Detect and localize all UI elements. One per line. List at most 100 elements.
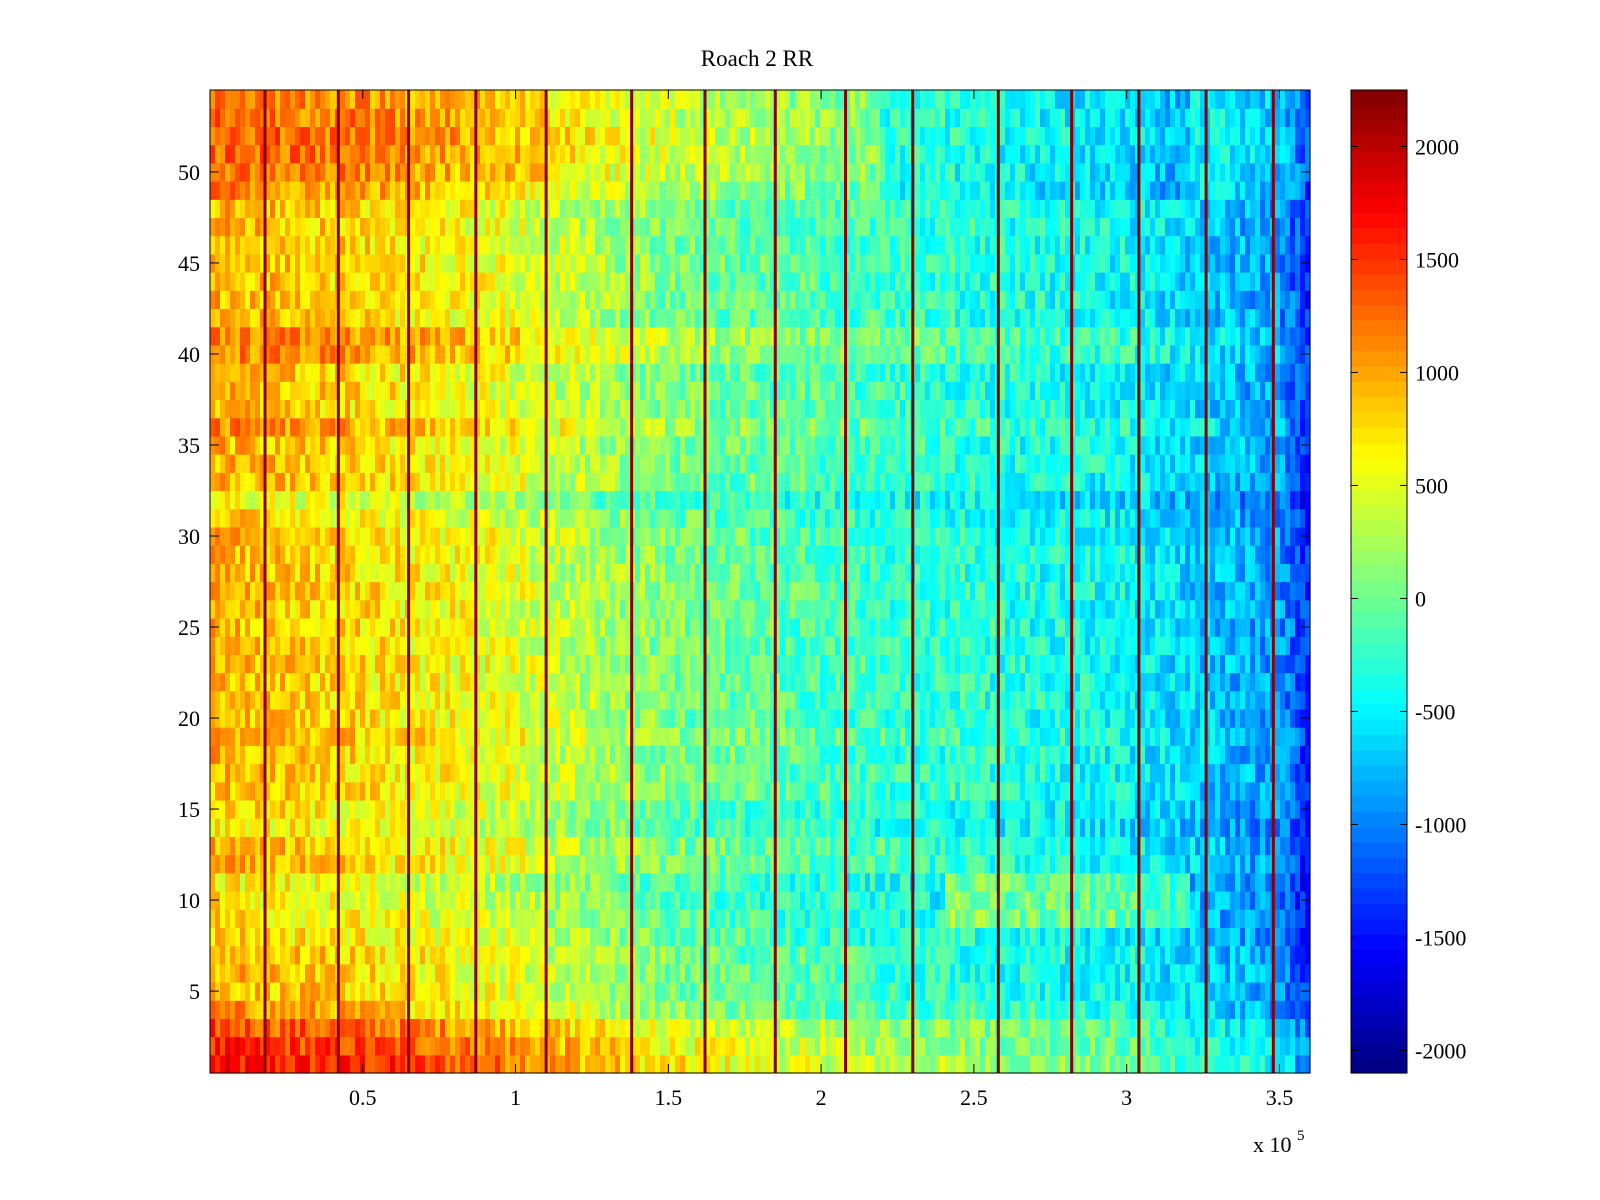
heatmap-cell [495,654,501,674]
heatmap-cell [325,854,331,874]
heatmap-cell [675,981,681,1001]
heatmap-cell [690,690,696,710]
heatmap-cell [465,945,471,965]
heatmap-cell [515,963,521,983]
heatmap-cell [325,836,331,856]
heatmap-cell [505,781,511,801]
heatmap-cell [670,1036,676,1056]
heatmap-cell [715,708,721,728]
heatmap-cell [390,1054,396,1074]
heatmap-cell [755,963,761,983]
heatmap-cell [840,727,846,746]
heatmap-cell [890,836,896,856]
heatmap-cell [750,872,756,892]
heatmap-cell [1120,672,1126,692]
heatmap-cell [730,836,736,856]
heatmap-cell [970,872,976,892]
heatmap-cell [370,872,376,892]
heatmap-cell [1025,727,1031,746]
heatmap-cell [1100,781,1106,801]
heatmap-cell [1275,690,1281,710]
heatmap-cell [410,727,416,746]
heatmap-cell [1245,1036,1251,1056]
heatmap-cell [1260,727,1266,746]
heatmap-cell [590,672,596,692]
heatmap-cell [955,672,961,692]
heatmap-cell [690,708,696,728]
heatmap-cell [655,963,661,983]
heatmap-cell [1120,763,1126,783]
heatmap-cell [1150,1000,1156,1019]
heatmap-cell [1035,1036,1041,1056]
heatmap-cell [1005,872,1011,892]
heatmap-cell [885,727,891,746]
heatmap-cell [720,799,726,819]
heatmap-cell [385,1036,391,1056]
heatmap-cell [1060,890,1066,910]
heatmap-cell [345,1018,351,1038]
heatmap-cell [450,854,456,874]
heatmap-cell [295,654,301,674]
heatmap-cell [1290,727,1296,746]
heatmap-cell [885,672,891,692]
heatmap-cell [235,690,241,710]
heatmap-cell [975,927,981,947]
heatmap-cell [1075,872,1081,892]
heatmap-cell [1245,799,1251,819]
heatmap-cell [755,727,761,746]
heatmap-cell [900,909,906,928]
heatmap-cell [395,654,401,674]
heatmap-cell [800,745,806,765]
heatmap-cell [1275,854,1281,874]
heatmap-cell [1185,890,1191,910]
heatmap-cell [915,672,921,692]
heatmap-cell [420,1018,426,1038]
heatmap-cell [300,672,306,692]
heatmap-cell [725,981,731,1001]
heatmap-cell [325,981,331,1001]
heatmap-cell [1050,981,1056,1001]
heatmap-cell [840,818,846,837]
heatmap-cell [420,708,426,728]
heatmap-cell [490,854,496,874]
heatmap-cell [1180,836,1186,856]
heatmap-cell [490,745,496,765]
heatmap-cell [820,963,826,983]
heatmap-cell [380,836,386,856]
heatmap-cell [535,836,541,856]
heatmap-cell [935,909,941,928]
heatmap-cell [325,890,331,910]
heatmap-cell [950,1000,956,1019]
heatmap-cell [590,981,596,1001]
heatmap-cell [900,818,906,837]
heatmap-cell [625,1000,631,1019]
heatmap-cell [855,745,861,765]
heatmap-cell [1185,909,1191,928]
heatmap-cell [360,745,366,765]
heatmap-cell [620,763,626,783]
heatmap-cell [845,872,851,892]
heatmap-cell [360,1018,366,1038]
heatmap-cell [410,1000,416,1019]
heatmap-cell [515,1000,521,1019]
heatmap-cell [1215,890,1221,910]
heatmap-cell [1030,818,1036,837]
heatmap-cell [840,1000,846,1019]
heatmap-cell [525,909,531,928]
heatmap-cell [385,854,391,874]
heatmap-cell [935,854,941,874]
heatmap-cell [1225,1036,1231,1056]
heatmap-cell [575,872,581,892]
heatmap-cell [320,818,326,837]
heatmap-cell [265,963,271,983]
heatmap-cell [705,890,711,910]
heatmap-cell [800,1018,806,1038]
heatmap-cell [755,708,761,728]
heatmap-cell [385,872,391,892]
heatmap-cell [1080,1054,1086,1074]
heatmap-cell [825,1000,831,1019]
heatmap-cell [420,890,426,910]
heatmap-cell [390,890,396,910]
heatmap-cell [1105,727,1111,746]
heatmap-cell [555,890,561,910]
